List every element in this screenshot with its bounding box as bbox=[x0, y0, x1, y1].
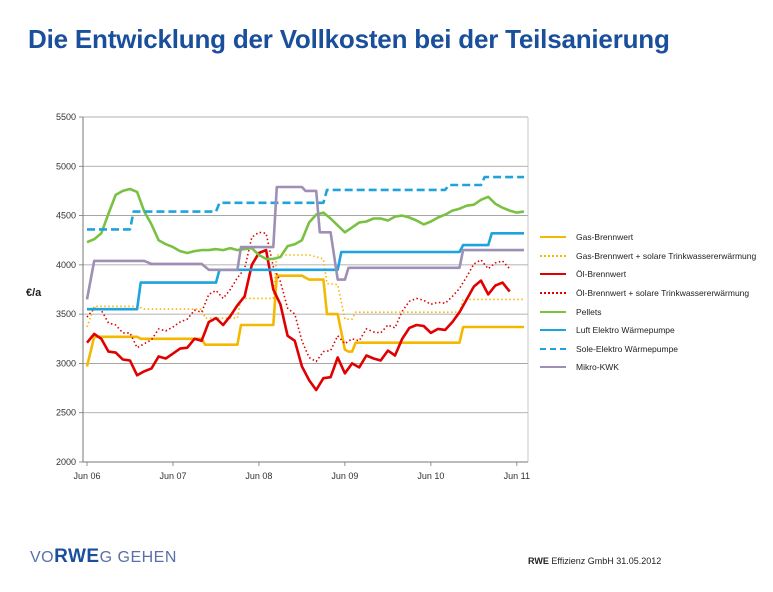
chart-series bbox=[85, 175, 525, 392]
legend-label: Mikro-KWK bbox=[576, 362, 619, 373]
footer-company-rest: Effizienz GmbH bbox=[551, 556, 614, 566]
tick-label-y-2: 3000 bbox=[56, 358, 76, 368]
legend-swatch bbox=[540, 236, 566, 239]
series-line-mikro-kwk bbox=[85, 185, 524, 300]
legend-item-luft-elektro-wärmepumpe: Luft Elektro Wärmepumpe bbox=[540, 321, 756, 340]
tick-label-y-5: 4500 bbox=[56, 211, 76, 221]
chart-grid bbox=[83, 116, 528, 463]
tick-label-y-4: 4000 bbox=[56, 260, 76, 270]
tick-label-x-5: Jun 11 bbox=[504, 471, 530, 481]
series-line-öl-brennwert bbox=[85, 248, 511, 392]
tick-label-y-0: 2000 bbox=[56, 457, 76, 467]
legend-label: Luft Elektro Wärmepumpe bbox=[576, 325, 675, 336]
tick-label-y-1: 2500 bbox=[56, 408, 76, 418]
company-logo: VORWEG GEHEN bbox=[30, 546, 177, 568]
legend-label: Gas-Brennwert + solare Trinkwassererwärm… bbox=[576, 250, 757, 261]
legend-swatch bbox=[540, 347, 566, 350]
legend-item-gas-brennwert-solare-trinkwassererwärmung: Gas-Brennwert + solare Trinkwassererwärm… bbox=[540, 247, 756, 266]
legend-label: Gas-Brennwert bbox=[576, 232, 634, 243]
legend-item-öl-brennwert-solare-trinkwassererwärmung: Öl-Brennwert + solare Trinkwassererwärmu… bbox=[540, 284, 756, 303]
footer-company: RWE bbox=[528, 556, 549, 566]
legend-swatch bbox=[540, 310, 566, 313]
tick-label-x-3: Jun 09 bbox=[331, 471, 358, 481]
y-axis-label: €/a bbox=[26, 287, 42, 299]
legend-swatch bbox=[540, 292, 566, 295]
tick-label-x-2: Jun 08 bbox=[245, 471, 272, 481]
legend-swatch bbox=[540, 329, 566, 332]
legend-swatch bbox=[540, 273, 566, 276]
footer-date: 31.05.2012 bbox=[616, 556, 662, 566]
logo-brand: RWE bbox=[54, 546, 100, 567]
legend-swatch bbox=[540, 366, 566, 369]
series-line-pellets bbox=[86, 187, 525, 261]
legend-label: Pellets bbox=[576, 306, 602, 317]
series-line-sole-elektro-wärmepumpe bbox=[87, 175, 524, 231]
tick-label-x-1: Jun 07 bbox=[159, 471, 186, 481]
legend-item-mikro-kwk: Mikro-KWK bbox=[540, 358, 756, 377]
series-line-luft-elektro-wärmepumpe bbox=[87, 232, 524, 311]
legend-item-sole-elektro-wärmepumpe: Sole-Elektro Wärmepumpe bbox=[540, 340, 756, 359]
series-line-gas-brennwert bbox=[85, 274, 524, 367]
legend-label: Öl-Brennwert + solare Trinkwassererwärmu… bbox=[576, 288, 750, 299]
logo-prefix: VO bbox=[30, 549, 55, 566]
tick-label-y-3: 3500 bbox=[56, 309, 76, 319]
footer-text: RWE Effizienz GmbH 31.05.2012 bbox=[528, 556, 661, 566]
legend-swatch bbox=[540, 254, 566, 257]
legend-label: Sole-Elektro Wärmepumpe bbox=[576, 343, 679, 354]
tick-label-y-6: 5000 bbox=[56, 161, 76, 171]
y-axis-ticks: 2000 2500 3000 3500 4000 4500 5000 5500 bbox=[56, 112, 83, 467]
legend-label: Öl-Brennwert bbox=[576, 269, 627, 280]
series-line-öl-brennwert-solare-trinkwassererwärmung bbox=[86, 231, 511, 363]
logo-suffix: G GEHEN bbox=[99, 549, 177, 566]
chart-legend: Gas-Brennwert Gas-Brennwert + solare Trin… bbox=[540, 228, 756, 377]
legend-item-öl-brennwert: Öl-Brennwert bbox=[540, 265, 756, 284]
page-title: Die Entwicklung der Vollkosten bei der T… bbox=[28, 24, 670, 54]
chart-axes bbox=[82, 117, 529, 463]
tick-label-x-4: Jun 10 bbox=[417, 471, 444, 481]
legend-item-gas-brennwert: Gas-Brennwert bbox=[540, 228, 756, 247]
legend-item-pellets: Pellets bbox=[540, 302, 756, 321]
tick-label-y-7: 5500 bbox=[56, 112, 76, 122]
tick-label-x-0: Jun 06 bbox=[73, 471, 100, 481]
x-axis-ticks: Jun 06 Jun 07 Jun 08 Jun 09 Jun 10 Jun 11 bbox=[73, 462, 530, 481]
series-line-gas-brennwert-solare-trinkwassererwärmung bbox=[86, 254, 524, 328]
